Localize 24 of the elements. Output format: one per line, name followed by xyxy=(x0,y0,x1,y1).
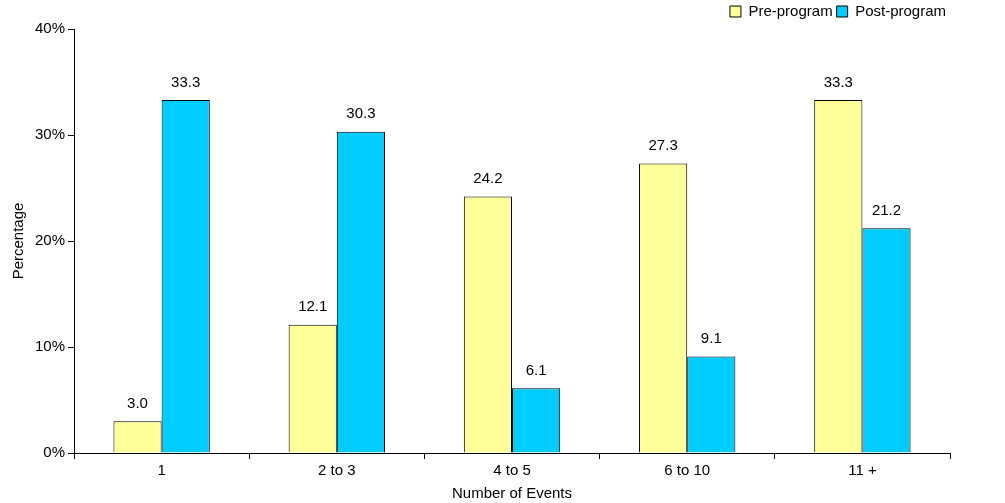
data-label: 12.1 xyxy=(298,297,328,315)
y-tick-label: 30% xyxy=(34,125,66,143)
x-tick-label: 11 + xyxy=(848,461,877,479)
data-label: 3.0 xyxy=(127,393,148,411)
x-axis-title: Number of Events xyxy=(451,484,573,502)
data-label: 33.3 xyxy=(171,72,201,90)
y-axis-title: Percentage xyxy=(9,202,27,280)
x-tick-label: 1 xyxy=(157,461,166,479)
data-label: 27.3 xyxy=(648,136,678,154)
y-tick-label: 20% xyxy=(34,231,66,249)
legend-label: Pre-program xyxy=(748,1,833,19)
x-tick-label: 2 to 3 xyxy=(318,461,356,479)
data-label: 24.2 xyxy=(473,169,503,187)
data-label: 9.1 xyxy=(700,329,722,347)
data-label: 33.3 xyxy=(823,72,853,90)
x-tick-label: 4 to 5 xyxy=(493,461,531,479)
y-tick-label: 10% xyxy=(34,337,66,355)
y-tick-label: 0% xyxy=(43,443,66,461)
x-tick-label: 6 to 10 xyxy=(664,461,711,479)
data-label: 21.2 xyxy=(871,200,902,218)
data-label: 6.1 xyxy=(525,360,547,378)
y-tick-label: 40% xyxy=(34,19,66,37)
data-label: 30.3 xyxy=(346,104,376,122)
legend-label: Post-program xyxy=(855,1,947,19)
